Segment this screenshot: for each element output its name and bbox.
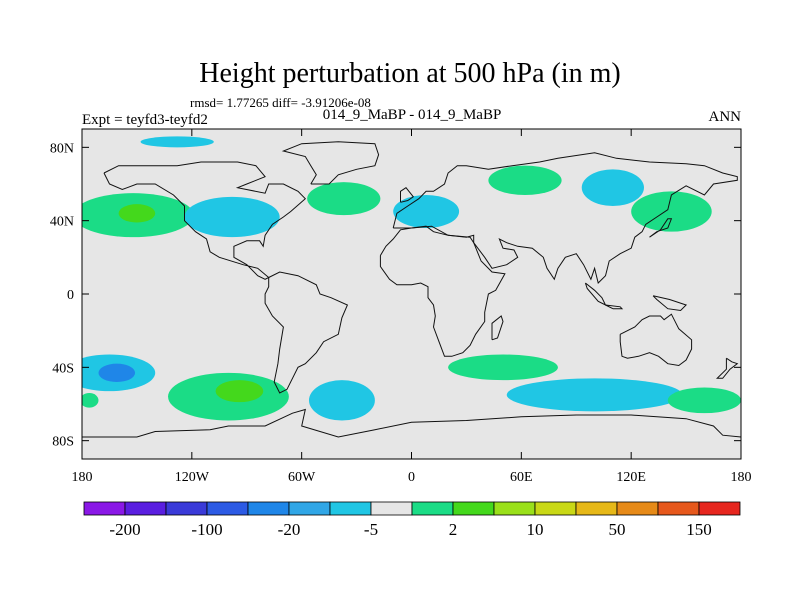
contour-region-nw-pacific-positive — [631, 191, 712, 232]
contour-region-se-pacific-positive — [667, 387, 741, 414]
coastline-13 — [652, 295, 688, 312]
colorbar-label: -100 — [191, 520, 222, 539]
coastline-12 — [605, 304, 624, 310]
contour-region-s-ocean-negative — [506, 378, 683, 412]
colorbar-box — [124, 501, 167, 516]
x-tick-label: 120W — [175, 470, 210, 485]
contour-region-s-pacific-core — [215, 380, 264, 403]
x-tick-label: 120E — [616, 470, 646, 485]
contour-region-n-america-negative — [184, 196, 280, 238]
coastlines — [82, 141, 741, 438]
stats-line: rmsd= 1.77265 diff= -3.91206e-08 — [190, 95, 371, 110]
y-tick-label: 0 — [67, 288, 74, 303]
contour-region-arctic-negative — [140, 136, 214, 148]
contour-region-europe-negative — [393, 195, 460, 228]
y-tick-label: 80N — [50, 141, 74, 156]
colorbar-box — [616, 501, 659, 516]
y-axis: 80N 40N 0 40S 80S — [50, 141, 741, 450]
colorbar-label: 2 — [449, 520, 458, 539]
contour-region-e-asia-negative — [581, 169, 644, 207]
colorbar-label: 150 — [686, 520, 712, 539]
coastline-7 — [400, 187, 415, 203]
colorbar-box — [452, 501, 495, 516]
colorbar-label: -20 — [278, 520, 301, 539]
colorbar-label: -5 — [364, 520, 378, 539]
case-label: 014_9_MaBP - 014_9_MaBP — [323, 107, 502, 123]
experiment-label: Expt = teyfd3-teyfd2 — [82, 112, 208, 128]
colorbar-label: -200 — [109, 520, 140, 539]
coastline-4 — [619, 313, 693, 367]
coastline-0 — [103, 161, 307, 280]
x-axis: 180 120W 60W 0 60E 120E 180 — [72, 129, 752, 485]
y-tick-label: 40S — [52, 361, 74, 376]
x-tick-label: 180 — [731, 470, 752, 485]
colorbar-box — [698, 501, 741, 516]
x-tick-label: 60W — [288, 470, 316, 485]
colorbar-box — [329, 501, 372, 516]
colorbar-label: 50 — [609, 520, 626, 539]
colorbar-box — [288, 501, 331, 516]
colorbar-box — [534, 501, 577, 516]
y-tick-label: 40N — [50, 215, 74, 230]
contour-region-siberia-positive — [488, 165, 562, 195]
contour-region-sw-pacific-core — [98, 363, 136, 383]
coastline-5 — [281, 141, 380, 185]
y-tick-label: 80S — [52, 435, 74, 450]
colorbar-box — [657, 501, 700, 516]
colorbar-box — [165, 501, 208, 516]
season-label: ANN — [709, 109, 742, 125]
coastline-10 — [491, 315, 504, 341]
colorbar-box — [411, 501, 454, 516]
coastline-2 — [392, 152, 738, 284]
coastline-1 — [264, 271, 349, 394]
coastline-3 — [379, 225, 506, 357]
x-tick-label: 0 — [408, 470, 415, 485]
colorbar-box — [83, 501, 126, 516]
coastline-9 — [715, 357, 739, 379]
contour-regions — [82, 136, 741, 421]
colorbar-label: 10 — [527, 520, 544, 539]
contour-region-e-pacific-east-positive — [82, 393, 99, 408]
colorbar-box — [575, 501, 618, 516]
x-tick-label: 180 — [72, 470, 93, 485]
colorbar-box — [206, 501, 249, 516]
colorbar-box — [370, 501, 413, 516]
chart-title: Height perturbation at 500 hPa (in m) — [199, 58, 620, 89]
x-tick-label: 60E — [510, 470, 533, 485]
contour-region-n-pacific-core — [118, 204, 156, 223]
colorbar: -200 -100 -20 -5 2 10 50 150 — [83, 501, 741, 539]
contour-region-s-indian-positive — [448, 354, 558, 381]
coastline-8 — [649, 218, 673, 238]
colorbar-box — [493, 501, 536, 516]
colorbar-box — [247, 501, 290, 516]
contour-region-s-atlantic-negative — [308, 380, 375, 421]
coastline-6 — [82, 408, 741, 438]
contour-region-n-atlantic-positive — [307, 182, 381, 216]
